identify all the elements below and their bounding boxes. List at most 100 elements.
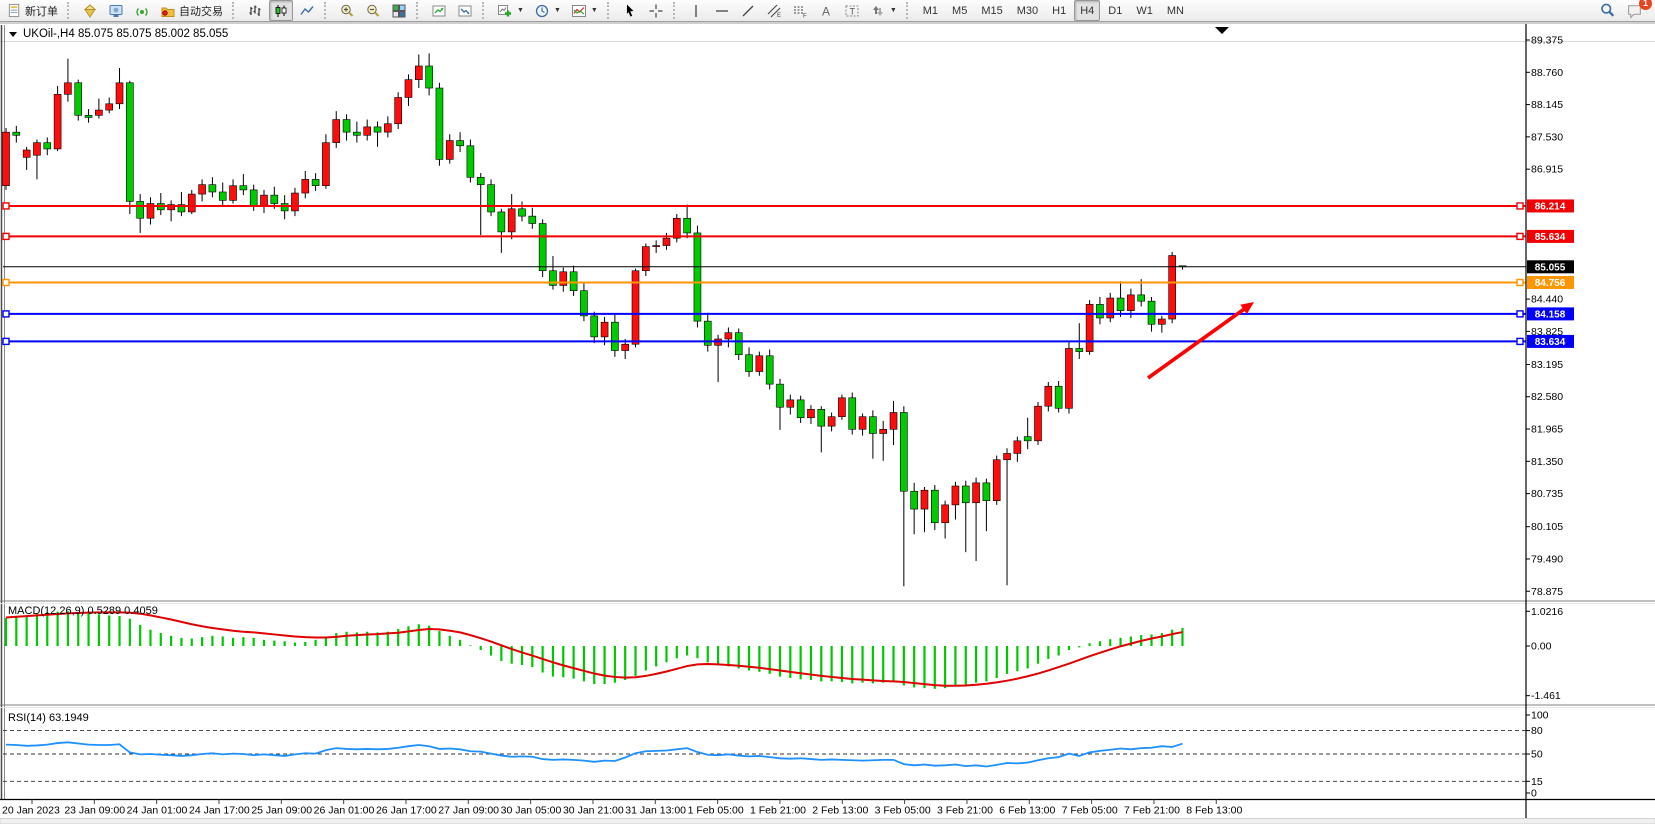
- cursor-button[interactable]: [618, 0, 642, 21]
- svg-text:88.145: 88.145: [1531, 99, 1563, 111]
- svg-text:7 Feb 05:00: 7 Feb 05:00: [1062, 805, 1118, 817]
- svg-text:84.440: 84.440: [1531, 294, 1563, 306]
- bar-chart-icon: [247, 3, 263, 19]
- candlestick-chart-button[interactable]: [269, 0, 293, 21]
- timeframe-m5-button[interactable]: M5: [952, 4, 968, 17]
- profile-chart-button[interactable]: [427, 0, 451, 21]
- svg-text:79.490: 79.490: [1531, 553, 1563, 565]
- svg-text:E: E: [777, 13, 781, 19]
- time-axis[interactable]: 20 Jan 2023 23 Jan 09:00 24 Jan 01:00 24 Ja…: [2, 799, 1242, 817]
- svg-text:80.735: 80.735: [1531, 488, 1563, 500]
- svg-text:A: A: [822, 4, 830, 18]
- fibonacci-button[interactable]: F: [788, 0, 812, 21]
- arrow-annotation[interactable]: [1146, 302, 1254, 380]
- text-button[interactable]: A: [814, 0, 838, 21]
- svg-text:30 Jan 21:00: 30 Jan 21:00: [563, 805, 624, 817]
- line-chart-button[interactable]: [295, 0, 319, 21]
- timeframe-m30-button[interactable]: M30: [1016, 4, 1039, 17]
- text-label-button[interactable]: T: [840, 0, 864, 21]
- svg-text:3 Feb 21:00: 3 Feb 21:00: [937, 805, 993, 817]
- rsi-line: [5, 741, 1183, 768]
- tile-windows-button[interactable]: [387, 0, 411, 21]
- new-order-button[interactable]: 新订单: [3, 0, 62, 21]
- new-order-label: 新订单: [25, 5, 58, 18]
- svg-text:1 Feb 05:00: 1 Feb 05:00: [688, 805, 744, 817]
- chart-collapse-icon[interactable]: [9, 32, 17, 37]
- toolbar-grip: [482, 2, 488, 19]
- main-chart-pane[interactable]: [0, 24, 1526, 600]
- macd-label: MACD(12,26,9) 0.5289 0.4059: [8, 605, 158, 617]
- timeframe-w1-button[interactable]: W1: [1136, 4, 1153, 17]
- equidistant-channel-icon: E: [766, 3, 782, 19]
- price-axis[interactable]: 89.375 88.760 88.145 87.530 86.915 84.440 83.8…: [1525, 24, 1574, 818]
- zoom-out-icon: [365, 3, 381, 19]
- trendline-icon: [740, 3, 756, 19]
- svg-text:24 Jan 01:00: 24 Jan 01:00: [127, 805, 188, 817]
- svg-text:3 Feb 05:00: 3 Feb 05:00: [875, 805, 931, 817]
- gem-button[interactable]: [78, 0, 102, 21]
- svg-text:20 Jan 2023: 20 Jan 2023: [2, 805, 60, 817]
- line-chart-icon: [299, 3, 315, 19]
- svg-text:23 Jan 09:00: 23 Jan 09:00: [64, 805, 125, 817]
- svg-text:83.634: 83.634: [1535, 337, 1566, 348]
- svg-text:83.825: 83.825: [1531, 326, 1563, 338]
- equidistant-channel-button[interactable]: E: [762, 0, 786, 21]
- timeframe-h1-button[interactable]: H1: [1052, 4, 1067, 17]
- chevron-down-icon: ▼: [517, 7, 524, 14]
- svg-text:1 Feb 21:00: 1 Feb 21:00: [750, 805, 806, 817]
- chevron-down-icon: ▼: [590, 7, 598, 14]
- timeframe-clock-button[interactable]: ▼: [530, 0, 565, 21]
- profile-chart-icon: [431, 3, 447, 19]
- vertical-line-icon: [688, 3, 704, 19]
- timeframe-m1-button[interactable]: M1: [922, 4, 939, 17]
- price-lines[interactable]: [2, 202, 1526, 346]
- new-chart-button[interactable]: ▼: [493, 0, 528, 21]
- bar-chart-button[interactable]: [243, 0, 267, 21]
- macd-pane[interactable]: [0, 604, 1526, 705]
- svg-text:85.055: 85.055: [1535, 262, 1566, 273]
- search-button[interactable]: [1595, 0, 1620, 21]
- indicators-button[interactable]: ▼: [567, 0, 602, 21]
- auto-trading-icon: [160, 3, 176, 19]
- gem-icon: [82, 3, 98, 19]
- scroll-end-marker-icon[interactable]: [1215, 27, 1229, 34]
- toolbar-grip: [67, 2, 73, 19]
- profile-chart2-button[interactable]: [453, 0, 477, 21]
- chart-title: UKOil-,H4 85.075 85.075 85.002 85.055: [23, 28, 228, 40]
- arrows-button[interactable]: ▼: [866, 0, 901, 21]
- timeframe-mn-button[interactable]: MN: [1166, 4, 1184, 17]
- fibonacci-icon: F: [792, 3, 808, 19]
- svg-text:27 Jan 09:00: 27 Jan 09:00: [438, 805, 499, 817]
- timeframe-m15-button[interactable]: M15: [981, 4, 1003, 17]
- horizontal-line-button[interactable]: [710, 0, 734, 21]
- timeframe-group: M1 M5 M15 M30 H1 H4 D1 W1 MN: [916, 0, 1191, 21]
- zoom-out-button[interactable]: [361, 0, 385, 21]
- broadcast-button[interactable]: [130, 0, 154, 21]
- crosshair-icon: [648, 3, 664, 19]
- svg-text:26 Jan 01:00: 26 Jan 01:00: [314, 805, 375, 817]
- toolbar-grip: [232, 2, 238, 19]
- chart-window[interactable]: 89.375 88.760 88.145 87.530 86.915 84.440 83.8…: [0, 22, 1655, 824]
- auto-trading-button[interactable]: 自动交易: [156, 0, 227, 21]
- broadcast-icon: [134, 3, 150, 19]
- toolbar-grip: [606, 2, 613, 19]
- timeframe-h4-button[interactable]: H4: [1074, 0, 1101, 21]
- new-order-page-icon: [7, 3, 22, 18]
- vertical-line-button[interactable]: [684, 0, 708, 21]
- svg-text:25 Jan 09:00: 25 Jan 09:00: [251, 805, 312, 817]
- crosshair-button[interactable]: [644, 0, 668, 21]
- chart-canvas[interactable]: 89.375 88.760 88.145 87.530 86.915 84.440 83.8…: [0, 22, 1655, 824]
- rsi-pane[interactable]: [0, 707, 1526, 799]
- timeframe-d1-button[interactable]: D1: [1108, 4, 1123, 17]
- trendline-button[interactable]: [736, 0, 760, 21]
- terminal-button[interactable]: [104, 0, 128, 21]
- zoom-in-button[interactable]: [335, 0, 359, 21]
- svg-text:0: 0: [1531, 788, 1537, 800]
- svg-text:82.580: 82.580: [1531, 391, 1563, 403]
- svg-text:87.530: 87.530: [1531, 131, 1563, 143]
- svg-text:78.875: 78.875: [1531, 586, 1563, 598]
- profile-chart2-icon: [457, 3, 473, 19]
- candlestick-chart-icon: [273, 3, 289, 19]
- chat-button[interactable]: 1: [1622, 0, 1652, 21]
- chevron-down-icon: ▼: [889, 7, 897, 14]
